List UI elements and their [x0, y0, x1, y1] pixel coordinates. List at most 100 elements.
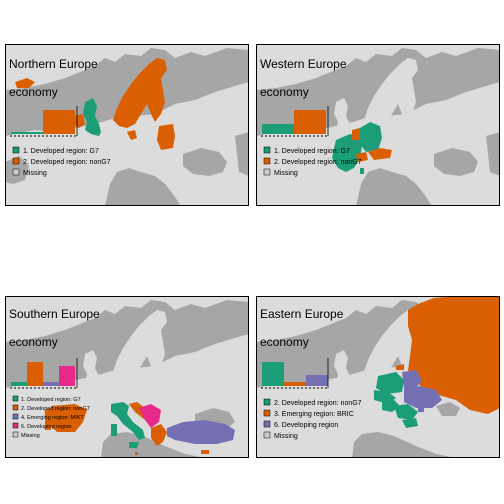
panel-frame	[5, 44, 249, 206]
legend-label: Missing	[274, 433, 298, 440]
country-balkans	[139, 404, 161, 428]
legend-swatch	[263, 146, 271, 154]
map-western-europe: Western Europe economy 1. Developed regi…	[256, 44, 500, 206]
legend: 1. Developed region: G7 2. Developed reg…	[12, 395, 90, 439]
country-ireland	[73, 114, 85, 128]
panel-title: Eastern Europe	[260, 307, 344, 321]
histogram-bar	[59, 366, 75, 386]
panel-title: Southern Europe	[9, 307, 100, 321]
country-romania	[394, 404, 418, 420]
legend: 1. Developed region: G7 2. Developed reg…	[263, 146, 362, 177]
country-spain	[51, 404, 87, 432]
country-italy	[111, 402, 145, 440]
title-block: Southern Europe economy	[9, 307, 100, 349]
country-monaco	[360, 168, 364, 174]
panel-frame	[256, 44, 500, 206]
legend-item: 4. Emerging region: MIKT	[12, 413, 84, 421]
legend-swatch	[263, 420, 271, 428]
legend-title: economy	[260, 335, 309, 349]
country-belarus	[402, 370, 422, 388]
legend-swatch	[263, 431, 271, 439]
map-panel-northern-europe: Northern Europe economy 1. Developed reg…	[5, 44, 249, 206]
legend: 2. Developed region: nonG7 3. Emerging r…	[263, 398, 362, 440]
country-switzerland	[356, 152, 368, 162]
histogram-bar	[294, 110, 326, 134]
country-uk	[83, 98, 101, 136]
legend-item: 2. Developed region: nonG7	[12, 404, 90, 412]
legend-swatch	[12, 404, 19, 411]
legend-label: 1. Developed region: G7	[21, 397, 81, 403]
histogram-bar	[11, 382, 27, 386]
histogram	[10, 358, 78, 389]
legend-swatch	[12, 431, 19, 438]
legend-swatch	[263, 398, 271, 406]
map-panel-southern-europe: Southern Europe economy 1. Developed reg…	[5, 296, 249, 458]
histogram-bar	[306, 375, 328, 386]
histogram	[10, 106, 78, 137]
legend-label: 6. Developing region	[21, 424, 71, 430]
country-portugal	[45, 408, 51, 430]
legend-swatch	[12, 168, 20, 176]
country-malta	[135, 452, 138, 455]
legend-label: Missing	[23, 170, 47, 177]
legend-item: 2. Developed region: nonG7	[12, 157, 111, 166]
country-sicily	[129, 442, 139, 448]
country-greece	[151, 424, 167, 446]
legend-label: 6. Developing region	[274, 422, 338, 429]
title-block: Eastern Europe economy	[260, 307, 344, 349]
legend-item: 1. Developed region: G7	[12, 395, 81, 403]
country-benelux	[352, 128, 360, 140]
histogram-bar	[27, 362, 43, 386]
map-northern-europe: Northern Europe economy 1. Developed reg…	[5, 44, 249, 206]
legend-item: 1. Developed region: G7	[12, 146, 99, 155]
legend-title: economy	[260, 85, 309, 99]
histogram-bar	[262, 124, 294, 134]
legend-item: Missing	[263, 431, 298, 440]
legend-item: 6. Developing region	[12, 422, 71, 430]
panel-title: Western Europe	[260, 57, 347, 71]
country-estonia-latvia-lithuania	[157, 124, 175, 150]
legend-title: economy	[9, 335, 58, 349]
country-cyprus	[201, 450, 209, 454]
legend-swatch	[12, 422, 19, 429]
panel-title: Northern Europe	[9, 57, 98, 71]
histogram-bar	[284, 382, 306, 386]
legend-swatch	[263, 168, 271, 176]
histogram	[261, 106, 329, 137]
legend-swatch	[12, 413, 19, 420]
histogram	[261, 358, 329, 389]
histogram-bar	[11, 132, 43, 134]
legend-label: 2. Developed region: nonG7	[274, 159, 362, 166]
country-denmark	[127, 130, 137, 140]
legend-label: 1. Developed region: G7	[23, 148, 99, 155]
legend-label: Missing	[274, 170, 298, 177]
map-southern-europe: Southern Europe economy 1. Developed reg…	[5, 296, 249, 458]
legend: 1. Developed region: G7 2. Developed reg…	[12, 146, 111, 177]
panel-frame	[256, 296, 500, 458]
title-block: Northern Europe economy	[9, 57, 98, 99]
panel-frame	[5, 296, 249, 458]
map-panel-western-europe: Western Europe economy 1. Developed regi…	[256, 44, 500, 206]
legend-swatch	[12, 157, 20, 165]
sea-inlets	[356, 132, 500, 206]
legend-label: 1. Developed region: G7	[274, 148, 350, 155]
legend-label: Missing	[21, 433, 40, 439]
histogram-bar	[43, 110, 75, 134]
map-panel-eastern-europe: Eastern Europe economy 2. Developed regi…	[256, 296, 500, 458]
legend-item: Missing	[263, 168, 298, 177]
histogram-bar	[43, 382, 59, 386]
legend-item: Missing	[12, 168, 47, 177]
legend-label: 2. Developed region: nonG7	[21, 406, 90, 412]
legend-item: 6. Developing region	[263, 420, 338, 429]
country-poland	[376, 372, 404, 394]
legend-item: 3. Emerging region: BRIC	[263, 409, 354, 418]
country-germany	[360, 122, 382, 152]
country-czech-slovakia	[374, 390, 396, 404]
title-block: Western Europe economy	[260, 57, 347, 99]
country-austria	[368, 148, 392, 160]
legend-title: economy	[9, 85, 58, 99]
legend-item: 1. Developed region: G7	[263, 146, 350, 155]
country-turkey	[167, 420, 235, 444]
country-sardinia	[111, 424, 117, 436]
legend-item: 2. Developed region: nonG7	[263, 157, 362, 166]
